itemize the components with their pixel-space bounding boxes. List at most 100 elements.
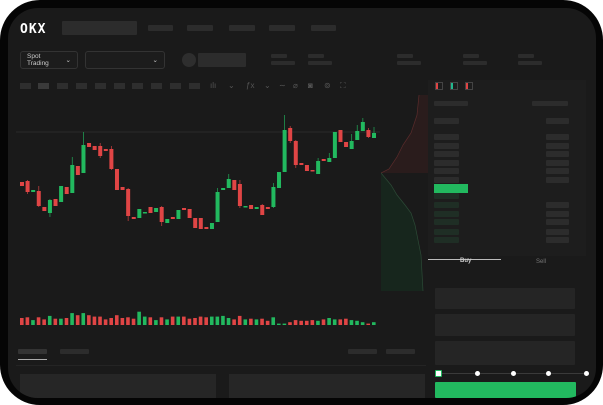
interval-button-active[interactable] [38,83,49,89]
market-select[interactable]: Spot Trading ⌄ [20,51,78,69]
filter-button[interactable] [348,349,377,354]
volume-bar [131,318,136,325]
candle [142,212,147,214]
volume-bar [193,318,197,325]
tab-buy[interactable]: Buy [460,258,472,264]
interval-button[interactable] [132,83,143,89]
candle [53,199,58,206]
volume-bar [154,320,158,325]
orderbook-price[interactable] [434,237,459,243]
percent-slider-handle[interactable] [435,370,442,377]
pair-name [198,53,246,67]
total-input[interactable] [435,341,575,365]
slider-stop[interactable] [546,371,551,376]
candle [120,187,125,190]
nav-item[interactable] [148,25,173,31]
buy-button[interactable] [435,382,576,398]
interval-button[interactable] [170,83,181,89]
tab-order-history[interactable] [60,349,89,354]
indicator-icon[interactable]: ƒx [246,81,255,90]
nav-item[interactable] [187,25,213,31]
fullscreen-icon[interactable]: ⛶ [340,81,346,90]
candle [366,130,371,137]
orderbook-amount [546,229,569,235]
interval-button[interactable] [189,83,200,89]
slider-stop[interactable] [584,371,589,376]
camera-icon[interactable]: ◙ [308,81,313,90]
chevron-down-icon[interactable]: ⌄ [228,81,235,90]
interval-button[interactable] [57,83,68,89]
volume-bar [70,313,74,325]
volume-bar [243,319,248,325]
filter-button[interactable] [386,349,415,354]
orderbook-price[interactable] [434,219,459,225]
volume-bar [170,316,175,325]
volume-bar [120,318,125,325]
nav-item[interactable] [269,25,295,31]
candle [182,208,187,210]
orderbook-price[interactable] [434,193,459,199]
interval-button[interactable] [114,83,125,89]
line-tool-icon[interactable]: ∼ [279,81,286,90]
candle [243,206,248,208]
orderbook-price[interactable] [434,160,459,166]
volume-bar [349,320,354,325]
volume-bar [265,320,270,325]
candle [310,170,315,172]
interval-button[interactable] [76,83,87,89]
tab-open-orders[interactable] [18,349,47,354]
candlestick-chart[interactable] [8,8,428,338]
candle [316,161,321,174]
candle-type-icon[interactable]: ılı [210,81,217,90]
slider-stop[interactable] [511,371,516,376]
candle [114,169,119,190]
interval-button[interactable] [151,83,162,89]
interval-button[interactable] [95,83,106,89]
volume-bar [221,315,225,325]
ruler-icon[interactable]: ⌀ [293,81,298,90]
chevron-down-icon[interactable]: ⌄ [264,81,271,90]
interval-button[interactable] [20,83,31,89]
volume-bar [59,318,63,325]
stat-label [308,54,324,58]
pair-select[interactable]: ⌄ [85,51,165,69]
volume-bar [81,313,86,325]
amount-input[interactable] [435,314,575,336]
volume-bar [198,316,203,325]
candle [304,165,309,171]
candle [321,159,326,161]
orderbook-price[interactable] [434,134,459,140]
orderbook-price[interactable] [434,211,459,217]
nav-item[interactable] [229,25,255,31]
stat-label [397,54,413,58]
orderbook-price[interactable] [434,229,459,235]
price-input[interactable] [435,288,575,309]
candle [25,181,30,192]
candle [20,182,24,186]
orderbook-price[interactable] [434,118,459,124]
volume-bar [249,318,253,325]
orderbook-price[interactable] [434,151,459,157]
volume-bar [114,315,119,325]
nav-item[interactable] [311,25,336,31]
tab-sell[interactable]: Sell [536,259,547,265]
candle [299,163,304,165]
orderbook-both-icon[interactable] [435,82,443,90]
settings-icon[interactable]: ⊚ [324,81,331,90]
orderbook-price[interactable] [434,177,459,183]
orders-panel [20,374,216,398]
orderbook-bids-icon[interactable] [450,82,458,90]
candle [360,122,365,131]
chevron-down-icon: ⌄ [65,57,71,64]
volume-bar [332,319,337,325]
orderbook-price[interactable] [434,202,459,208]
orderbook-price[interactable] [434,143,459,149]
candle [47,200,52,213]
volume-bar [103,319,108,325]
orderbook-asks-icon[interactable] [465,82,473,90]
orderbook-header-amount [532,101,568,106]
search-bar[interactable] [62,21,137,35]
slider-stop[interactable] [475,371,480,376]
orderbook-price[interactable] [434,168,459,174]
buy-tab-indicator [428,259,501,260]
